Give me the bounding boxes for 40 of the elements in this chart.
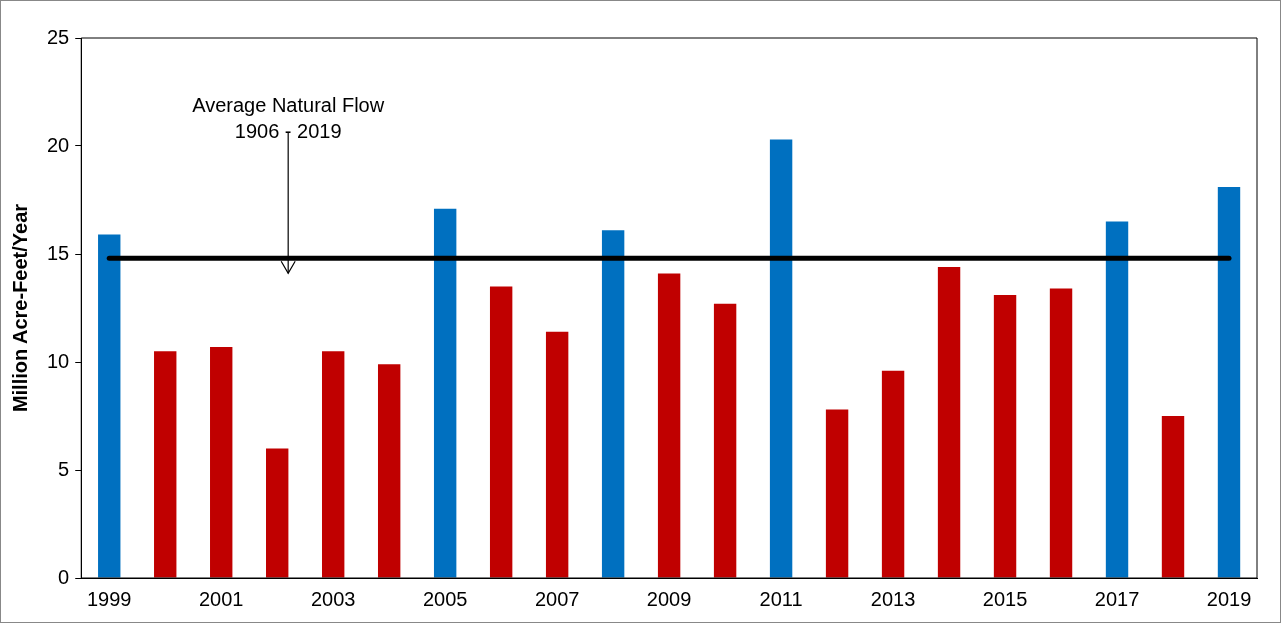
bar: [1049, 288, 1073, 578]
x-tick-label: 2013: [870, 587, 916, 610]
bar: [210, 346, 233, 578]
x-tick-label: 2005: [422, 587, 468, 610]
bar: [433, 208, 457, 578]
bar: [377, 364, 401, 578]
bar: [322, 351, 345, 578]
x-tick-label: 2019: [1206, 587, 1252, 610]
x-tick-label: 2015: [982, 587, 1028, 610]
bar: [154, 351, 177, 578]
bar: [937, 266, 961, 578]
bar: [1161, 416, 1185, 578]
y-axis-title: Million Acre-Feet/Year: [8, 203, 31, 413]
x-tick-label: 2011: [759, 587, 803, 610]
bar: [657, 273, 681, 578]
x-tick-label: 1999: [86, 587, 132, 610]
y-tick-label: 25: [47, 25, 70, 48]
bar: [993, 295, 1017, 578]
y-tick-label: 10: [47, 349, 70, 372]
x-tick-label: 2007: [534, 587, 580, 610]
y-tick-label: 20: [47, 133, 70, 156]
x-tick-label: 2003: [310, 587, 356, 610]
y-tick-label: 5: [58, 457, 70, 480]
bar: [489, 286, 513, 578]
bar: [266, 448, 289, 578]
bar: [881, 370, 905, 578]
bar: [713, 303, 737, 578]
x-tick-label: 2017: [1094, 587, 1140, 610]
bar: [601, 230, 625, 578]
ref-line-label: Average Natural Flow 1906 - 2019: [192, 94, 385, 142]
bar: [825, 409, 849, 578]
y-tick-label: 0: [58, 565, 70, 588]
bar: [1217, 187, 1241, 578]
bar: [545, 331, 569, 578]
bar: [98, 234, 121, 578]
x-tick-label: 2001: [198, 587, 244, 610]
bar: [1105, 221, 1129, 578]
y-tick-label: 15: [47, 241, 70, 264]
bar: [769, 139, 793, 578]
x-tick-label: 2009: [646, 587, 692, 610]
